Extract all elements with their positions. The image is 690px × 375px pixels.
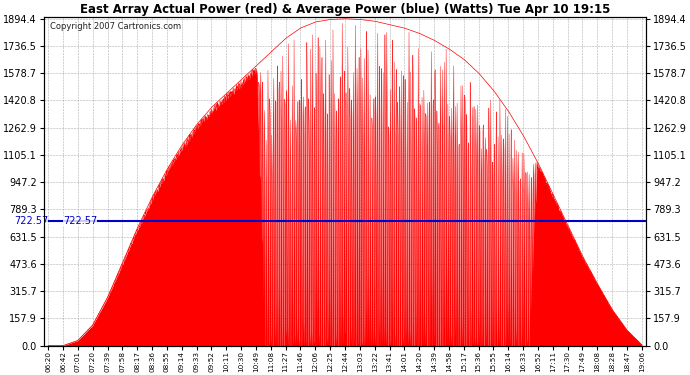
- Text: Copyright 2007 Cartronics.com: Copyright 2007 Cartronics.com: [50, 22, 181, 31]
- Text: 722.57: 722.57: [14, 216, 48, 226]
- Text: 722.57: 722.57: [63, 216, 97, 226]
- Title: East Array Actual Power (red) & Average Power (blue) (Watts) Tue Apr 10 19:15: East Array Actual Power (red) & Average …: [80, 3, 610, 16]
